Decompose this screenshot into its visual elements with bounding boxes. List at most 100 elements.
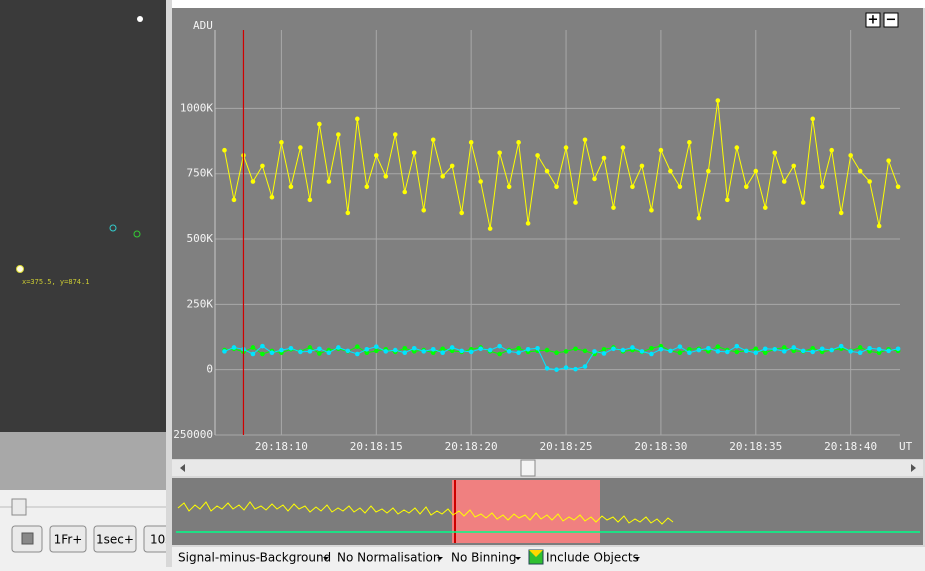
- x-tick-label: 20:18:10: [255, 440, 308, 453]
- data-point: [876, 350, 882, 355]
- data-point: [753, 346, 759, 352]
- data-point: [411, 150, 417, 156]
- data-point: [307, 349, 313, 354]
- signal-menu[interactable]: Signal-minus-Background: [178, 551, 331, 565]
- data-point: [269, 350, 275, 355]
- data-point: [497, 343, 502, 349]
- data-point: [696, 347, 702, 353]
- data-point: [810, 116, 816, 122]
- data-point: [876, 346, 882, 352]
- data-point: [630, 345, 635, 350]
- data-point: [525, 346, 531, 352]
- objects-menu[interactable]: Include Objects: [546, 551, 639, 565]
- data-point: [772, 150, 778, 156]
- data-point: [649, 207, 654, 213]
- scroll-thumb[interactable]: [520, 459, 536, 477]
- data-point: [516, 350, 521, 355]
- data-point: [781, 345, 787, 350]
- data-point: [649, 351, 654, 357]
- data-point: [525, 221, 531, 226]
- data-point: [222, 349, 227, 354]
- data-point: [440, 346, 446, 352]
- data-point: [411, 345, 417, 351]
- data-point: [791, 348, 797, 354]
- overview-selection[interactable]: [452, 480, 600, 543]
- data-point: [260, 351, 265, 357]
- data-point: [449, 163, 455, 169]
- star: [16, 265, 24, 273]
- data-point: [649, 345, 654, 351]
- data-point: [791, 345, 797, 350]
- data-point: [222, 147, 227, 153]
- data-point: [658, 147, 664, 153]
- data-point: [696, 215, 702, 221]
- data-point: [421, 207, 427, 213]
- data-point: [592, 176, 597, 182]
- data-point: [345, 348, 351, 354]
- data-point: [269, 194, 275, 200]
- data-point: [563, 365, 569, 370]
- data-point: [516, 345, 521, 351]
- data-point: [307, 345, 313, 350]
- scrollbar[interactable]: [172, 460, 923, 476]
- data-point: [497, 150, 502, 156]
- frame-button[interactable]: [49, 525, 87, 553]
- data-point: [886, 158, 891, 163]
- data-point: [373, 348, 379, 354]
- data-point: [487, 347, 493, 353]
- data-point: [364, 184, 370, 190]
- data-point: [440, 350, 446, 355]
- data-point: [250, 351, 256, 357]
- data-point: [554, 350, 559, 355]
- data-point: [582, 137, 588, 143]
- data-point: [639, 163, 645, 169]
- y-tick-label: 250K: [187, 297, 214, 310]
- data-point: [762, 205, 768, 210]
- data-point: [260, 163, 265, 169]
- x-tick-label: 20:18:35: [729, 440, 782, 453]
- data-point: [516, 140, 521, 145]
- data-point: [582, 364, 588, 369]
- data-point: [791, 163, 797, 169]
- x-axis-label: UT: [899, 440, 913, 453]
- binning-menu[interactable]: No Binning: [451, 551, 516, 565]
- zoom-in[interactable]: [865, 12, 881, 28]
- zoom-out[interactable]: [883, 12, 899, 28]
- data-point: [231, 345, 237, 350]
- data-point: [364, 346, 370, 352]
- normalisation-menu[interactable]: No Normalisation: [337, 551, 440, 565]
- data-point: [573, 200, 578, 205]
- data-point: [317, 351, 322, 356]
- y-tick-label: 0: [206, 363, 213, 376]
- data-point: [326, 350, 332, 355]
- data-point: [317, 121, 322, 127]
- data-point: [772, 346, 778, 352]
- second-button[interactable]: [93, 525, 137, 553]
- data-point: [535, 345, 540, 351]
- data-point: [430, 346, 436, 352]
- data-point: [573, 346, 578, 352]
- data-point: [317, 346, 322, 352]
- data-point: [725, 349, 730, 355]
- data-point: [630, 184, 635, 190]
- star-image: [0, 0, 166, 432]
- data-point: [506, 184, 512, 190]
- data-point: [592, 349, 597, 354]
- data-point: [392, 347, 398, 353]
- data-point: [478, 346, 483, 352]
- slider-thumb[interactable]: [11, 498, 27, 516]
- data-point: [677, 184, 683, 190]
- star: [137, 16, 143, 22]
- data-point: [658, 346, 664, 352]
- data-point: [867, 179, 872, 184]
- data-point: [554, 184, 559, 190]
- data-point: [582, 348, 588, 354]
- x-tick-label: 20:18:25: [540, 440, 593, 453]
- data-point: [611, 205, 616, 210]
- data-point: [355, 351, 360, 357]
- data-point: [402, 189, 408, 195]
- data-point: [762, 350, 768, 355]
- data-point: [781, 349, 787, 354]
- data-point: [762, 346, 768, 352]
- data-point: [279, 140, 284, 145]
